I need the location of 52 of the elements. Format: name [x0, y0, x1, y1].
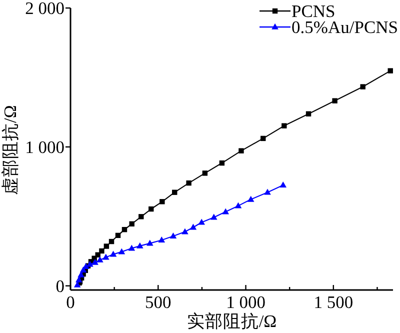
point [136, 242, 144, 248]
point [186, 180, 192, 186]
point [170, 232, 177, 238]
point [96, 256, 104, 262]
point [146, 240, 154, 246]
point [115, 232, 121, 238]
point [172, 190, 178, 195]
point [332, 98, 338, 104]
point [158, 236, 166, 243]
point [102, 254, 110, 260]
point [260, 136, 266, 142]
point [76, 276, 82, 282]
point [118, 248, 126, 254]
point [264, 188, 271, 195]
point [138, 214, 144, 220]
y-axis-title: 虚部阻抗/Ω [0, 105, 20, 195]
point [148, 206, 154, 212]
x-tick-label: 500 [145, 292, 172, 312]
point [360, 84, 366, 90]
point [160, 199, 165, 204]
point [247, 196, 254, 202]
point [280, 182, 287, 188]
point [190, 224, 197, 230]
point [110, 250, 117, 257]
point [182, 228, 188, 234]
point [238, 148, 244, 154]
x-tick-label: 1 500 [314, 292, 354, 312]
point [198, 218, 206, 225]
point [234, 202, 242, 208]
point [222, 208, 230, 214]
point [219, 160, 225, 166]
x-axis-title: 实部阻抗/Ω [186, 311, 277, 331]
point [86, 260, 94, 267]
point [92, 258, 98, 265]
point [99, 248, 104, 254]
point [128, 244, 136, 251]
point [202, 170, 208, 176]
point [388, 68, 393, 74]
point [95, 252, 100, 258]
x-tick-label: 1 000 [226, 292, 266, 312]
y-tick-label: 1 000 [25, 136, 65, 157]
point [82, 263, 90, 270]
y-tick-label: 2 000 [25, 0, 65, 18]
y-tick-label: 0 [56, 276, 65, 296]
point [129, 221, 134, 226]
point [104, 244, 110, 249]
point [74, 281, 81, 288]
point [306, 111, 312, 116]
point [210, 214, 218, 220]
point [108, 238, 114, 244]
point [122, 226, 128, 232]
point [282, 123, 287, 128]
